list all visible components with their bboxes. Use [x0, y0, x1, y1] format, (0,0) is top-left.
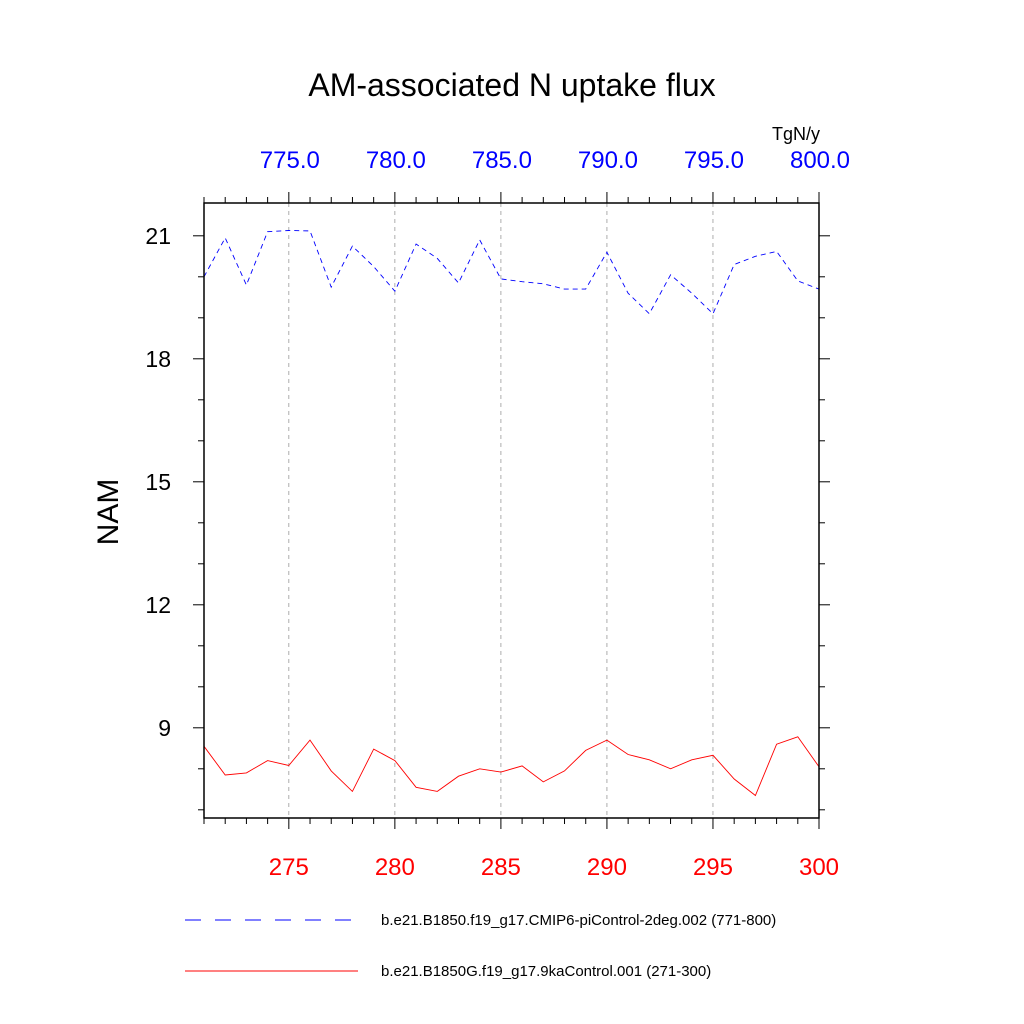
legend: b.e21.B1850.f19_g17.CMIP6-piControl-2deg…	[185, 912, 776, 980]
grid	[288, 203, 714, 818]
y-axis-label: NAM	[92, 479, 125, 546]
y-tick-label: 18	[145, 346, 171, 372]
legend-label-1: b.e21.B1850.f19_g17.CMIP6-piControl-2deg…	[381, 912, 776, 929]
x-top-tick-label: 780.0	[366, 147, 426, 174]
x-bottom-tick-label: 275	[269, 854, 309, 881]
legend-label-2: b.e21.B1850G.f19_g17.9kaControl.001 (271…	[381, 963, 711, 980]
chart-title: AM-associated N uptake flux	[308, 67, 715, 103]
x-bottom-tick-label: 300	[799, 854, 839, 881]
x-bottom-tick-label: 280	[375, 854, 415, 881]
y-tick-label: 12	[145, 592, 171, 618]
x-top-tick-label: 795.0	[684, 147, 744, 174]
x-bottom-tick-label: 285	[481, 854, 521, 881]
x-bottom-tick-label: 290	[587, 854, 627, 881]
series-layer	[203, 230, 820, 797]
axis-ticks	[193, 192, 830, 829]
x-bottom-tick-label: 295	[693, 854, 733, 881]
tick-labels: 9 12 15 18 21 275 280 285 290 295 300 775.0 780.0 785…	[145, 147, 850, 881]
plot-frame	[203, 202, 820, 819]
y-tick-label: 21	[145, 223, 171, 249]
y-tick-label: 15	[145, 469, 171, 495]
series-line-2	[203, 736, 820, 797]
x-top-tick-label: 775.0	[260, 147, 320, 174]
x-top-tick-label: 790.0	[578, 147, 638, 174]
y-tick-label: 9	[158, 715, 171, 741]
x-top-tick-label: 785.0	[472, 147, 532, 174]
x-top-tick-label: 800.0	[790, 147, 850, 174]
series-line-1	[203, 230, 820, 315]
units-label: TgN/y	[772, 124, 820, 144]
